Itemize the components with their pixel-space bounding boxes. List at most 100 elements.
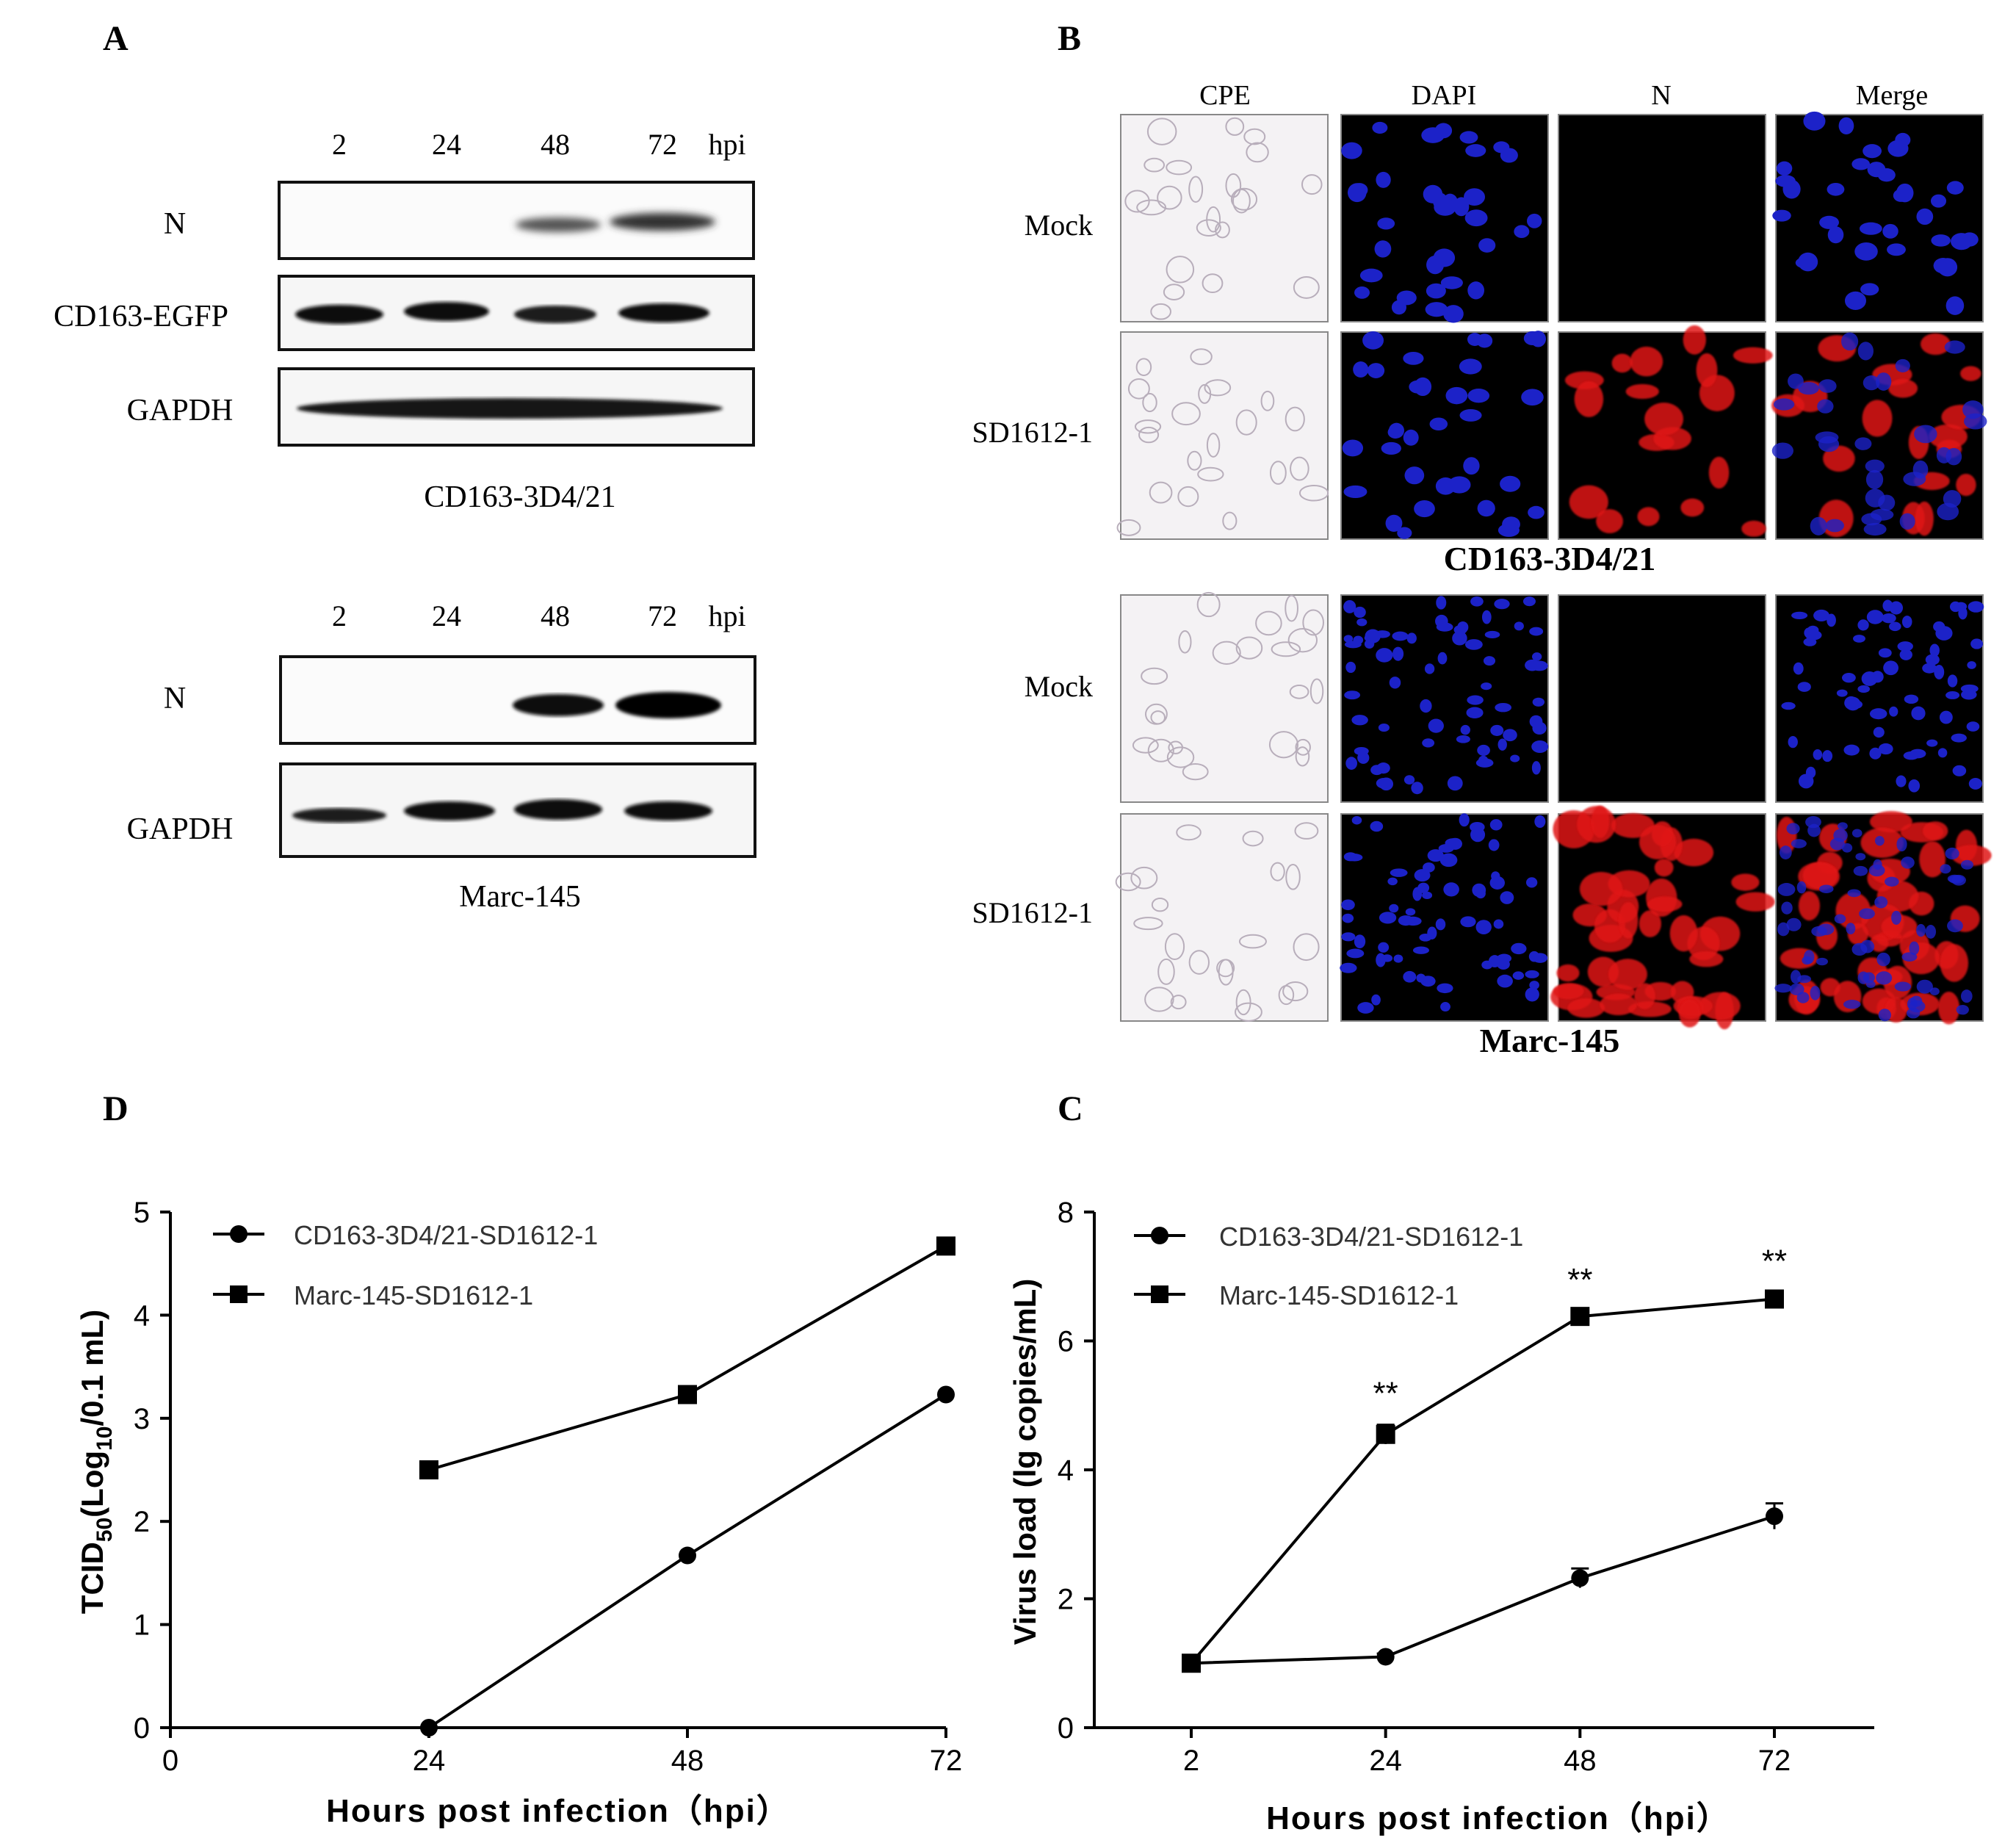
blot2-tp-48: 48 (541, 599, 570, 632)
dapi-nucleus (1777, 922, 1790, 937)
n-signal-blob (1569, 485, 1608, 519)
ifa-tile-r1-c1 (1120, 114, 1329, 322)
dapi-nucleus (1460, 724, 1470, 735)
ifa-tile-r3-c1 (1120, 591, 1329, 803)
dapi-nucleus (1857, 342, 1874, 361)
dapi-nucleus (1798, 382, 1819, 395)
cell-outline (1255, 610, 1282, 636)
dapi-nucleus (1532, 953, 1548, 963)
dapi-nucleus (1416, 973, 1426, 983)
dapi-nucleus (1781, 702, 1796, 710)
n-signal-blob (1683, 325, 1706, 355)
ifa-tile-r3-c3 (1558, 594, 1766, 803)
dapi-nucleus (1381, 441, 1401, 455)
cell-outline (1187, 450, 1202, 471)
dapi-nucleus (1393, 954, 1403, 963)
dapi-nucleus (1854, 242, 1878, 261)
n-signal-blob (1608, 959, 1647, 990)
dapi-nucleus (1470, 596, 1484, 607)
chart-d-xtick-label: 0 (162, 1745, 178, 1777)
dapi-nucleus (1456, 735, 1470, 743)
dapi-nucleus (1916, 979, 1933, 994)
chart-c-ytick-label: 6 (1058, 1326, 1074, 1358)
cell-outline (1206, 433, 1221, 458)
dapi-nucleus (1345, 661, 1356, 674)
dapi-nucleus (1429, 417, 1448, 431)
dapi-nucleus (1378, 942, 1390, 953)
dapi-nucleus (1412, 887, 1423, 901)
dapi-nucleus (1412, 946, 1429, 954)
row-g1-sd: SD1612-1 (972, 416, 1093, 449)
n-signal-blob (1862, 400, 1893, 437)
dapi-nucleus (1484, 630, 1500, 639)
cell-outline (1198, 383, 1212, 404)
dapi-nucleus (1843, 744, 1860, 756)
cell-outline (1188, 950, 1210, 975)
dapi-nucleus (1878, 648, 1892, 658)
chart-c-xtick-label: 72 (1758, 1745, 1791, 1777)
dapi-nucleus (1909, 941, 1920, 956)
dapi-nucleus (1494, 599, 1510, 610)
dapi-nucleus (1878, 494, 1896, 511)
cell-outline (1268, 731, 1298, 759)
panel-a: 2 24 48 72 hpi N CD163-EGFP GAPDH CD163-… (54, 128, 756, 914)
n-signal-blob (1940, 944, 1969, 982)
chart-d-ylabel-mid: (Log (75, 1451, 109, 1518)
n-signal-blob (1680, 498, 1705, 517)
dapi-nucleus (1343, 599, 1356, 613)
dapi-nucleus (1775, 175, 1796, 187)
dapi-nucleus (1773, 398, 1795, 411)
ifa-tile-r3-c4 (1775, 594, 1984, 803)
dapi-nucleus (1477, 499, 1495, 517)
dapi-nucleus (1521, 389, 1544, 406)
dapi-nucleus (1367, 363, 1385, 378)
ifa-tiles (1115, 111, 1992, 1030)
cell-outline (1246, 142, 1269, 163)
dapi-nucleus (1420, 699, 1432, 713)
n-signal-blob (1591, 805, 1610, 838)
dapi-nucleus (1342, 439, 1364, 457)
dapi-nucleus (1372, 121, 1388, 134)
dapi-nucleus (1851, 942, 1868, 956)
dapi-nucleus (1443, 882, 1459, 897)
group1-caption: CD163-3D4/21 (1444, 540, 1656, 577)
cell-outline (1124, 190, 1150, 213)
dapi-nucleus (1503, 729, 1517, 742)
blot1-tp-48: 48 (541, 128, 570, 161)
dapi-nucleus (1466, 707, 1484, 718)
chart-d-legend-marker-1 (230, 1225, 248, 1243)
dapi-nucleus (1531, 740, 1549, 753)
dapi-nucleus (1774, 984, 1792, 993)
cell-outline (1135, 358, 1152, 376)
dapi-nucleus (1427, 849, 1444, 862)
dapi-nucleus (1353, 361, 1369, 378)
n-signal-blob (1731, 873, 1760, 891)
dapi-nucleus (1935, 626, 1953, 641)
dapi-nucleus (1827, 183, 1845, 196)
dapi-nucleus (1376, 778, 1392, 789)
dapi-nucleus (1781, 901, 1793, 915)
cell-outline (1260, 390, 1275, 411)
dapi-nucleus (1843, 1000, 1861, 1009)
dapi-nucleus (1359, 268, 1383, 283)
chart-d-ytick-label: 2 (134, 1506, 150, 1538)
dapi-nucleus (1510, 754, 1520, 762)
dapi-nucleus (1357, 1002, 1374, 1014)
blot2-tp-hpi: hpi (708, 599, 745, 632)
panel-b: CPE DAPI N Merge Mock SD1612-1 Mock SD16… (972, 80, 1992, 1059)
dapi-nucleus (1951, 733, 1967, 743)
cell-outline (1134, 419, 1162, 434)
dapi-nucleus (1481, 610, 1492, 624)
cell-outline (1225, 173, 1242, 198)
ifa-tile-r4-c4 (1774, 811, 1992, 1025)
dapi-nucleus (1396, 290, 1417, 306)
dapi-nucleus (1488, 839, 1500, 851)
n-signal-blob (1937, 991, 1960, 1025)
cell-outline (1285, 594, 1298, 622)
chart-d-ytick-label: 1 (134, 1609, 150, 1642)
chart-d-point (419, 1460, 438, 1479)
n-signal-blob (1733, 347, 1773, 364)
dapi-nucleus (1403, 970, 1417, 983)
dapi-nucleus (1939, 710, 1953, 724)
